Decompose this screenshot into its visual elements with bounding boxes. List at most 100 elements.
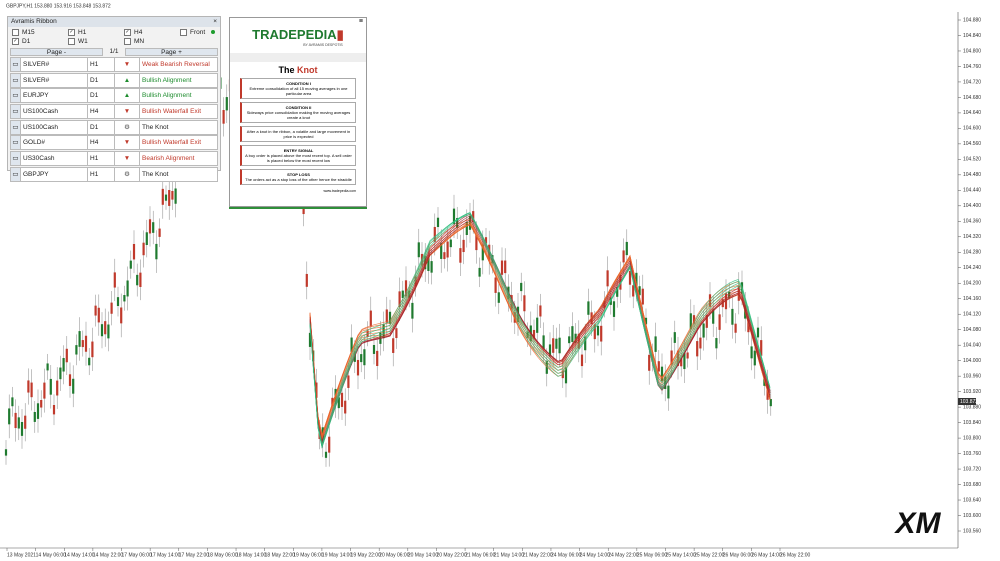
ribbon-line [309, 215, 771, 447]
section-heading: CONDITION II [285, 105, 312, 110]
candle [308, 332, 312, 347]
checkbox-label: D1 [22, 38, 31, 45]
price-label: 103.560 [963, 528, 981, 534]
candle [91, 341, 94, 358]
candle [465, 221, 468, 235]
row-direction: ▼ [115, 58, 140, 71]
candle [568, 336, 571, 344]
row-signal: Bearish Alignment [142, 155, 195, 163]
signal-table: ▭ SILVER# H1 ▼ Weak Bearish Reversal ▭ SILVER#… [8, 57, 220, 182]
candle [385, 309, 388, 323]
price-label: 104.280 [963, 250, 981, 256]
candle [715, 338, 718, 349]
ribbon-line [309, 219, 771, 441]
candle [52, 405, 56, 415]
price-label: 104.240 [963, 265, 981, 271]
timeframe-checkbox[interactable]: MN [124, 38, 144, 45]
price-label: 104.520 [963, 157, 981, 163]
candle [174, 188, 177, 204]
candle [484, 237, 488, 244]
row-symbol: GBPJPY [21, 167, 88, 181]
panel-title-bar: Avramis Ribbon × [8, 17, 220, 27]
price-label: 104.800 [963, 48, 981, 54]
signal-row[interactable]: ▭ US100Cash D1 ⚙ The Knot [10, 119, 218, 135]
row-icon: ▭ [11, 89, 21, 103]
page-prev-button[interactable]: Page - [10, 48, 103, 56]
candle [638, 286, 641, 296]
timeframe-checkbox[interactable]: Front [180, 29, 205, 36]
candle [708, 294, 712, 307]
price-label: 104.680 [963, 95, 981, 101]
price-label: 103.920 [963, 389, 981, 395]
checkbox-label: Front [190, 29, 206, 36]
title-prefix: The [278, 65, 295, 75]
checkbox-label: H4 [134, 29, 143, 36]
timeframe-checkbox[interactable]: M15 [12, 29, 35, 36]
row-direction: ▲ [115, 73, 140, 87]
time-label: 14 May 22:00 [93, 552, 124, 558]
panel-title: Avramis Ribbon [11, 18, 57, 25]
time-label: 21 May 06:00 [465, 552, 496, 558]
candle [500, 260, 504, 275]
row-direction: ⚙ [115, 167, 140, 181]
price-label: 104.480 [963, 172, 981, 178]
candle [72, 378, 75, 394]
timeframe-checkbox[interactable]: ✓ H4 [124, 29, 142, 36]
timeframe-checkbox[interactable]: ✓ H1 [68, 29, 86, 36]
time-label: 18 May 14:00 [236, 552, 267, 558]
candle [635, 272, 638, 288]
candle [667, 385, 670, 399]
candle [68, 374, 72, 386]
candle [152, 222, 155, 233]
candle [49, 378, 52, 395]
row-direction: ▼ [115, 136, 140, 150]
signal-row[interactable]: ▭ SILVER# D1 ▲ Bullish Alignment [10, 72, 218, 88]
time-label: 20 May 22:00 [436, 552, 467, 558]
candle [75, 345, 78, 355]
candle [724, 293, 728, 310]
signal-row[interactable]: ▭ SILVER# H1 ▼ Weak Bearish Reversal [10, 57, 218, 72]
timeframe-checkbox[interactable]: W1 [68, 38, 88, 45]
signal-row[interactable]: ▭ EURJPY D1 ▲ Bullish Alignment [10, 88, 218, 104]
section-text: The orders act as a stop loss of the oth… [245, 177, 352, 182]
ribbon-line [309, 214, 771, 446]
candle [600, 325, 603, 342]
section-heading: CONDITION I [286, 81, 311, 86]
timeframe-checkbox[interactable]: ✓ D1 [12, 38, 30, 45]
candle [129, 260, 132, 269]
card-menu[interactable]: ≡ [358, 18, 363, 25]
price-label: 103.960 [963, 373, 981, 379]
candle [347, 375, 350, 388]
price-label: 104.640 [963, 110, 981, 116]
candle [155, 243, 158, 260]
time-label: 19 May 22:00 [351, 552, 382, 558]
row-timeframe: H1 [88, 58, 115, 71]
card-title: The Knot [230, 65, 366, 75]
time-label: 17 May 22:00 [179, 552, 210, 558]
info-card: ≡ TRADEPEDIA▮ BY AVRAMIS DESPOTIS The Kn… [229, 17, 367, 207]
candle [689, 313, 692, 330]
candle [686, 352, 689, 359]
page-next-button[interactable]: Page + [125, 48, 218, 56]
price-label: 103.760 [963, 451, 981, 457]
candle [654, 336, 657, 352]
signal-row[interactable]: ▭ GOLD# H4 ▼ Bullish Waterfall Exit [10, 135, 218, 151]
candle [622, 250, 625, 263]
candle [11, 397, 14, 407]
signal-row[interactable]: ▭ US100Cash H4 ▼ Bullish Waterfall Exit [10, 104, 218, 120]
candle [718, 314, 721, 330]
candle [756, 327, 760, 338]
candle [382, 324, 385, 339]
signal-row[interactable]: ▭ GBPJPY H1 ⚙ The Knot [10, 166, 218, 182]
price-label: 104.040 [963, 343, 981, 349]
candle [142, 242, 145, 256]
candle [430, 261, 433, 273]
candle [747, 318, 750, 333]
candle [625, 241, 628, 256]
checkbox: ✓ [68, 29, 75, 36]
card-section: STOP LOSS The orders act as a stop loss o… [240, 169, 356, 185]
candle [139, 272, 142, 287]
time-label: 24 May 22:00 [608, 552, 639, 558]
close-button[interactable]: × [213, 18, 217, 25]
signal-row[interactable]: ▭ US30Cash H1 ▼ Bearish Alignment [10, 151, 218, 167]
